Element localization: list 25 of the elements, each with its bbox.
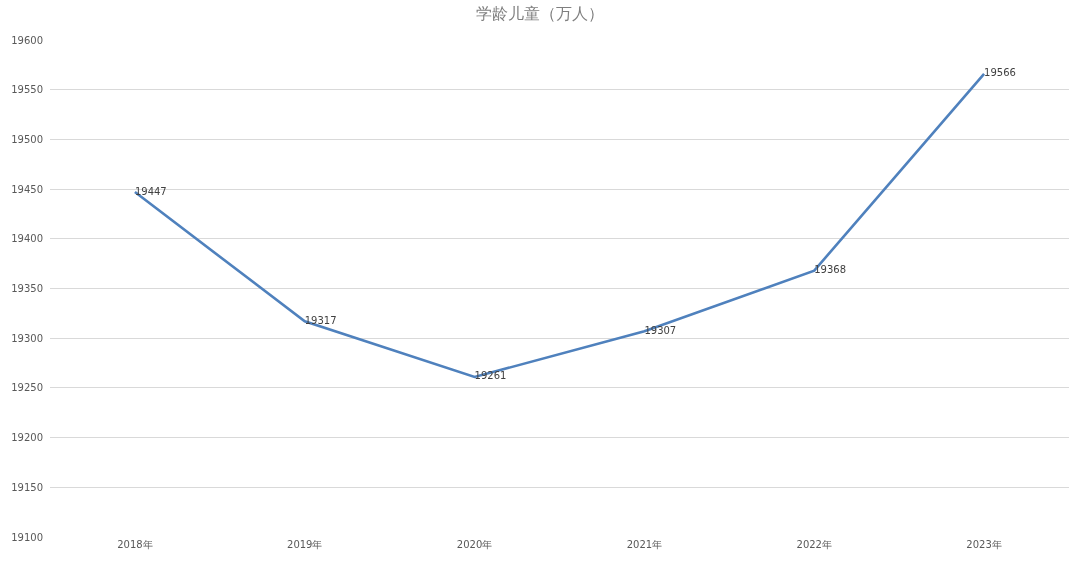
y-tick-label: 19300 xyxy=(11,332,43,344)
y-tick-label: 19250 xyxy=(11,382,43,394)
x-tick-label: 2023年 xyxy=(966,539,1002,550)
y-tick-label: 19400 xyxy=(11,233,43,245)
data-label: 19307 xyxy=(644,324,677,336)
line-series xyxy=(133,72,986,379)
x-tick-label: 2020年 xyxy=(456,539,493,550)
data-label: 19261 xyxy=(474,370,507,382)
y-tick-label: 19450 xyxy=(11,183,43,195)
y-tick-label: 19200 xyxy=(11,432,43,444)
x-tick-label: 2021年 xyxy=(626,539,663,550)
y-tick-label: 19350 xyxy=(11,283,43,294)
y-tick-label: 19150 xyxy=(11,481,43,493)
data-label: 19368 xyxy=(814,264,847,276)
chart-title: 学龄儿童（万人） xyxy=(476,4,604,22)
x-tick-label: 2019年 xyxy=(287,539,323,550)
data-label: 19317 xyxy=(304,314,337,326)
y-tick-label: 19550 xyxy=(11,84,43,96)
x-tick-label: 2018年 xyxy=(117,539,153,550)
y-tick-label: 19500 xyxy=(11,133,43,145)
y-tick-label: 19600 xyxy=(11,34,43,46)
data-label: 19447 xyxy=(134,185,167,197)
x-tick-label: 2022年 xyxy=(796,539,832,550)
data-label: 19566 xyxy=(984,67,1016,79)
y-tick-label: 19100 xyxy=(11,531,43,543)
